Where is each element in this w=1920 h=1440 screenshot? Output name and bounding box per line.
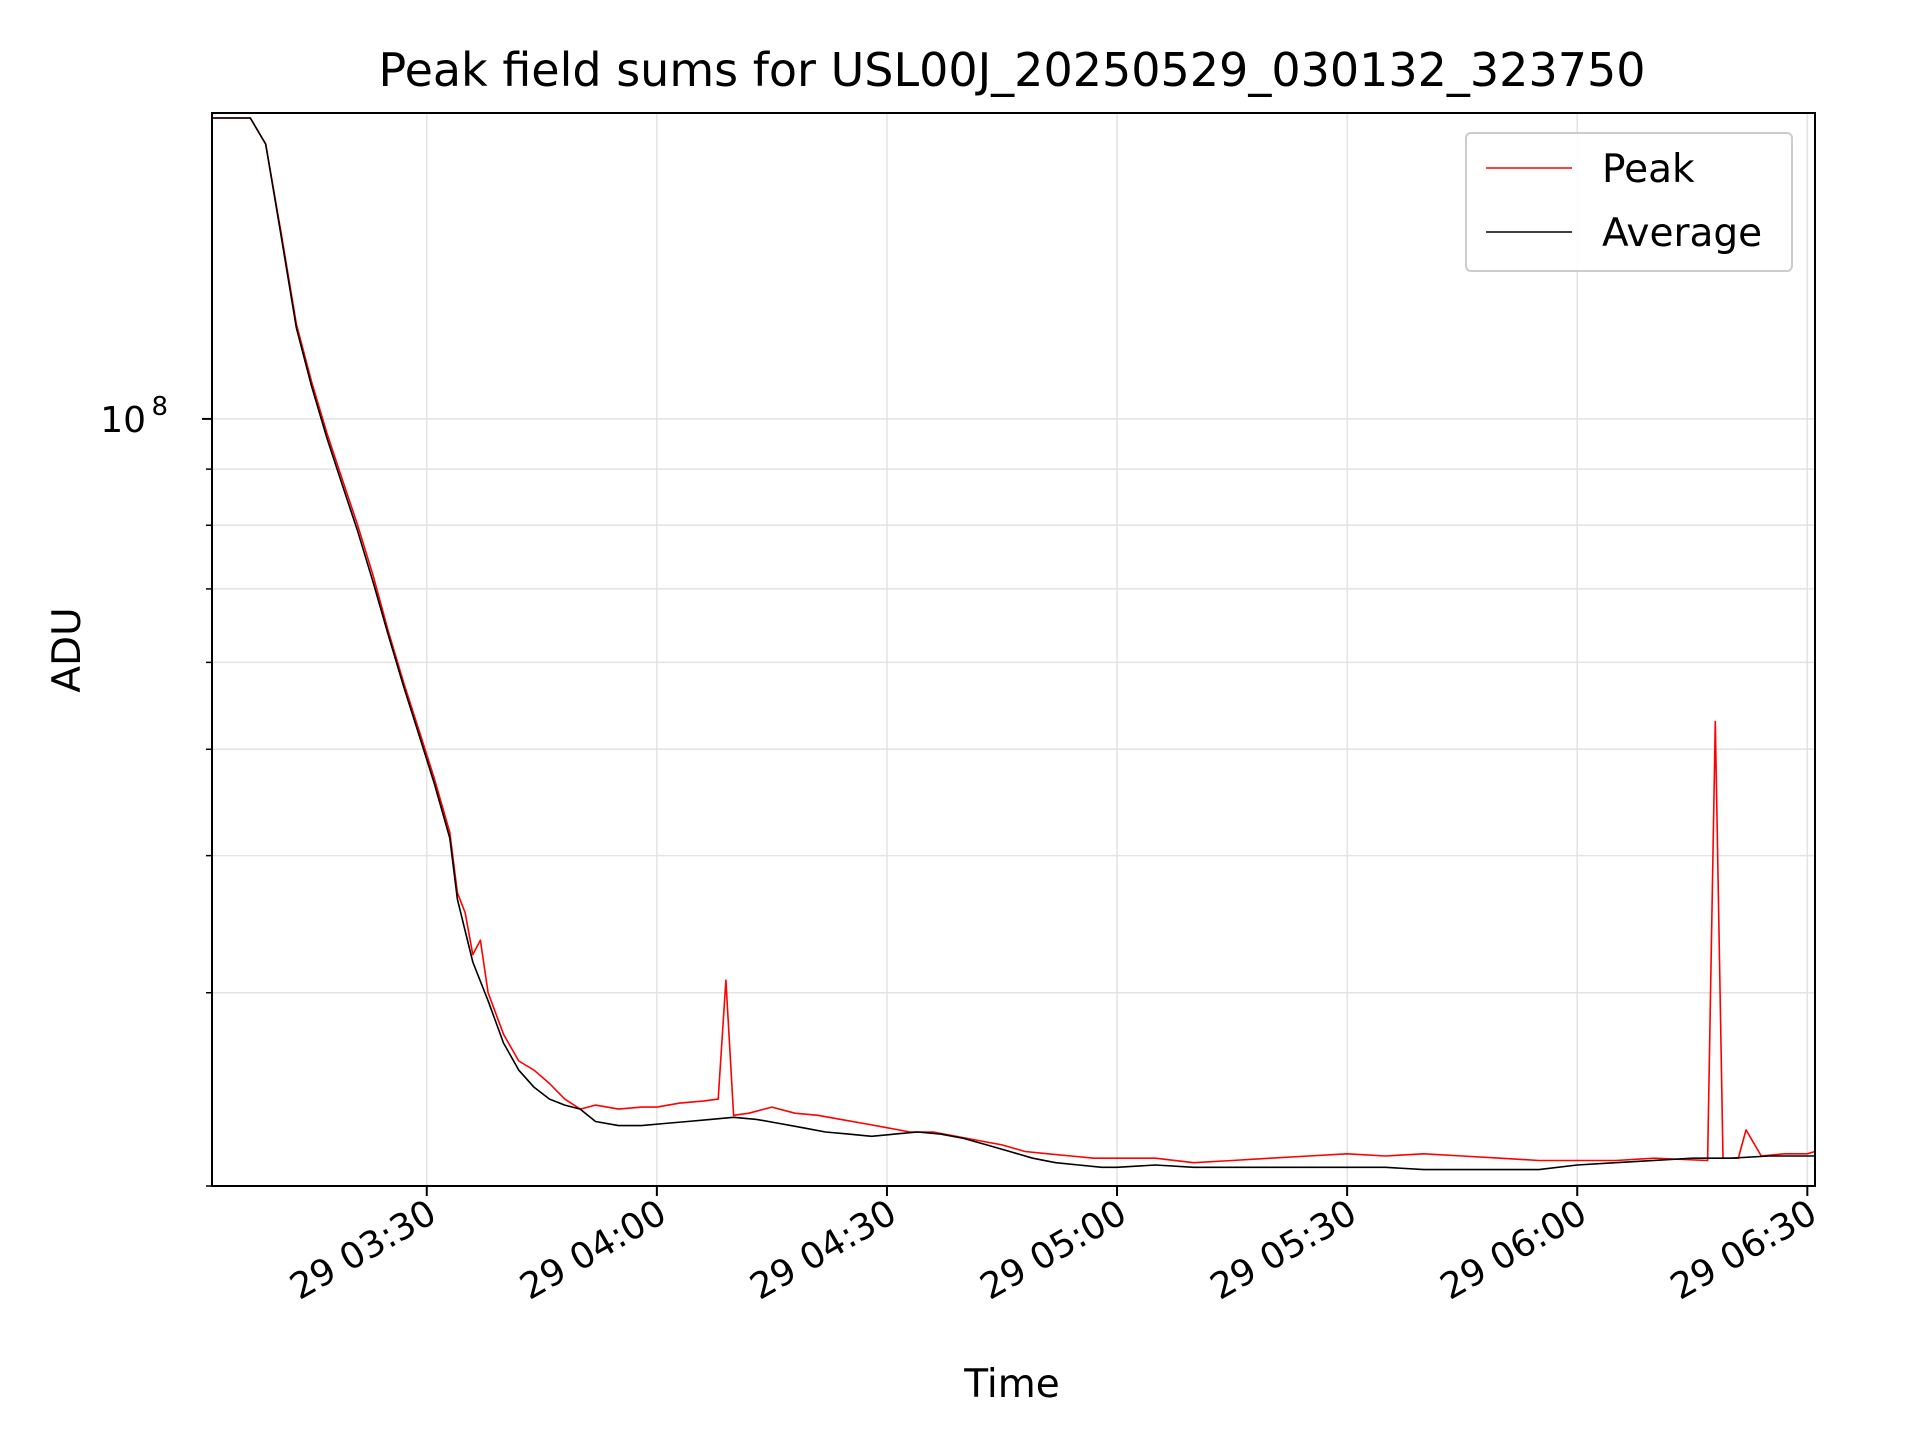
legend-label-peak: Peak: [1602, 147, 1695, 192]
series-line-peak: [212, 117, 1816, 1164]
y-tick-base: 10: [100, 400, 146, 441]
plot-frame: [211, 112, 1816, 1187]
y-tick-label: 10: [100, 400, 146, 441]
chart-title: Peak field sums for USL00J_20250529_0301…: [378, 43, 1645, 97]
y-axis-label: ADU: [45, 607, 90, 692]
y-tick-exponent: 8: [151, 392, 168, 422]
series-group: [212, 117, 1816, 1171]
x-axis-label: Time: [963, 1362, 1059, 1407]
legend: Peak Average: [1465, 132, 1793, 272]
series-line-average: [212, 117, 1815, 1171]
legend-label-average: Average: [1602, 211, 1762, 256]
